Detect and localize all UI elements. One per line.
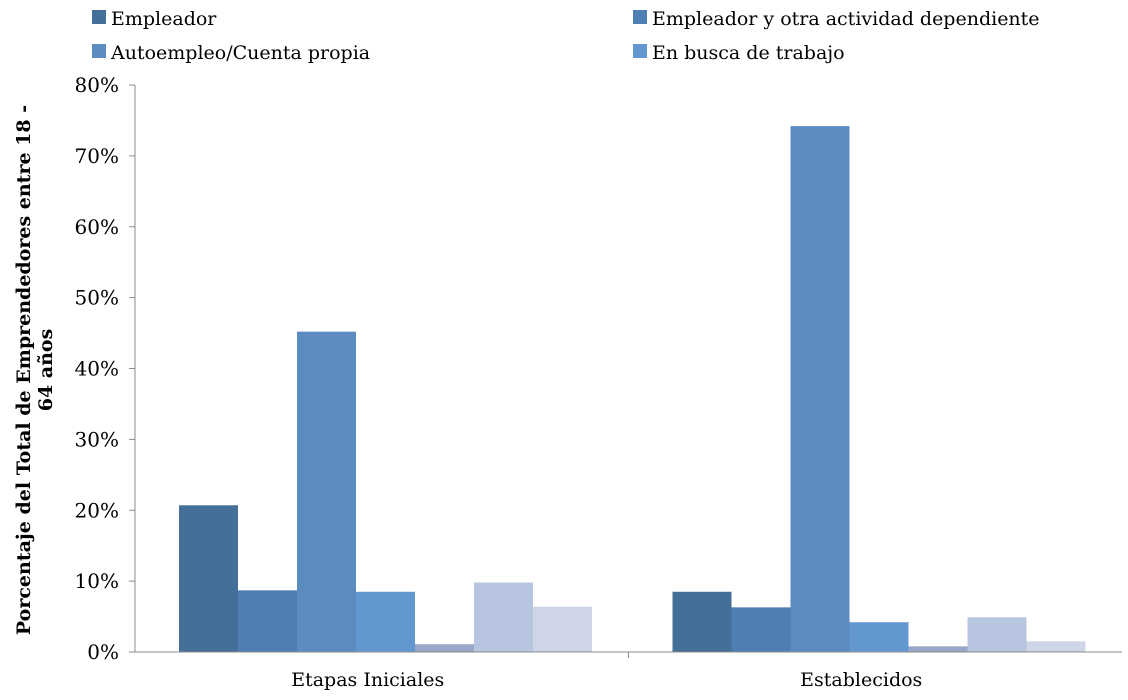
- bar: [672, 591, 732, 652]
- legend-swatch: [633, 44, 647, 58]
- bar: [1026, 641, 1086, 652]
- legend-label: Empleador: [111, 8, 217, 30]
- bar: [238, 590, 297, 652]
- bar: [790, 126, 850, 653]
- legend-swatch: [92, 44, 106, 58]
- y-axis-label-line-1: Porcentaje del Total de Emprendedores en…: [13, 105, 35, 635]
- bar: [533, 606, 592, 652]
- bar: [731, 607, 791, 652]
- y-tick-label: 80%: [75, 73, 119, 97]
- bar: [297, 331, 356, 652]
- bar: [415, 644, 474, 652]
- y-axis-label: Porcentaje del Total de Emprendedores en…: [13, 105, 57, 635]
- bars: [179, 126, 1086, 653]
- bar: [849, 622, 909, 652]
- y-tick-label: 20%: [75, 498, 119, 522]
- bar: [474, 582, 533, 652]
- axes: [134, 85, 1122, 658]
- y-axis-ticks: 0% 10% 20% 30% 40% 50% 60% 70% 80%: [75, 73, 135, 664]
- x-tick-label: Etapas Iniciales: [291, 669, 444, 691]
- y-tick-label: 70%: [75, 144, 119, 168]
- legend-label: Autoempleo/Cuenta propia: [110, 42, 370, 64]
- legend-label: En busca de trabajo: [652, 42, 845, 64]
- legend-swatch: [633, 10, 647, 24]
- x-tick-label: Establecidos: [800, 669, 922, 691]
- y-axis-label-line-2: 64 años: [35, 329, 57, 412]
- legend: Empleador Empleador y otra actividad depe…: [92, 8, 1040, 64]
- y-tick-label: 60%: [75, 215, 119, 239]
- legend-label: Empleador y otra actividad dependiente: [652, 8, 1040, 30]
- y-tick-label: 50%: [75, 286, 119, 310]
- bar: [967, 617, 1027, 652]
- y-tick-label: 30%: [75, 427, 119, 451]
- y-tick-label: 40%: [75, 357, 119, 381]
- bar: [908, 646, 968, 652]
- y-tick-label: 0%: [87, 640, 119, 664]
- x-axis-labels: Etapas Iniciales Establecidos: [291, 669, 922, 691]
- legend-swatch: [92, 10, 106, 24]
- bar: [179, 505, 238, 652]
- y-tick-label: 10%: [75, 569, 119, 593]
- bar: [356, 591, 415, 652]
